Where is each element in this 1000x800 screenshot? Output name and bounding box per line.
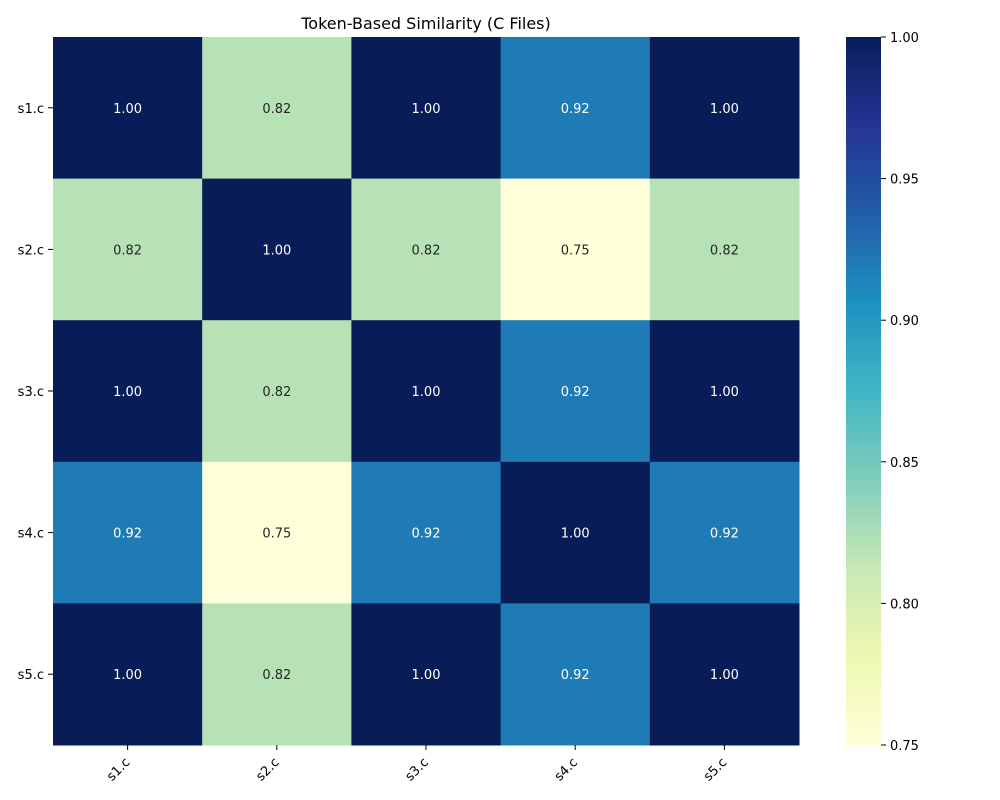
y-axis-ticks: s1.c s2.c s3.c s4.c s5.c bbox=[18, 102, 53, 683]
cell-value-label: 0.92 bbox=[113, 527, 142, 542]
cell-value-label: 0.82 bbox=[262, 385, 291, 400]
heatmap-cell bbox=[649, 178, 800, 321]
heatmap-cell bbox=[53, 178, 203, 321]
cell-value-label: 0.92 bbox=[710, 527, 739, 542]
chart-title: Token-Based Similarity (C Files) bbox=[300, 14, 551, 33]
x-tick-label: s4.c bbox=[552, 755, 581, 784]
heatmap-cell bbox=[351, 603, 502, 746]
cell-value-label: 1.00 bbox=[561, 527, 590, 542]
heatmap-cell bbox=[53, 37, 203, 180]
y-tick-label: s5.c bbox=[18, 668, 44, 683]
cell-value-label: 0.82 bbox=[710, 243, 739, 258]
cell-value-label: 0.92 bbox=[561, 668, 590, 683]
cell-value-label: 0.82 bbox=[262, 668, 291, 683]
x-tick-label: s1.c bbox=[104, 755, 133, 784]
cell-value-label: 1.00 bbox=[412, 385, 441, 400]
cell-value-label: 1.00 bbox=[412, 668, 441, 683]
colorbar-tick-label: 0.95 bbox=[890, 173, 919, 188]
heatmap-cell bbox=[649, 320, 800, 463]
heatmap-cell bbox=[53, 320, 203, 463]
heatmap-cell bbox=[500, 320, 651, 463]
cell-value-label: 0.82 bbox=[262, 102, 291, 117]
y-tick-label: s2.c bbox=[18, 243, 44, 258]
x-tick-label: s5.c bbox=[701, 755, 730, 784]
colorbar-gradient bbox=[846, 37, 881, 745]
heatmap-cell bbox=[649, 603, 800, 746]
cell-value-label: 0.92 bbox=[561, 385, 590, 400]
cell-value-label: 1.00 bbox=[710, 668, 739, 683]
y-tick-label: s4.c bbox=[18, 527, 44, 542]
colorbar-tick-label: 0.80 bbox=[890, 597, 919, 612]
cell-value-label: 1.00 bbox=[710, 102, 739, 117]
cell-value-label: 1.00 bbox=[113, 385, 142, 400]
heatmap-cell bbox=[202, 461, 352, 604]
heatmap-cell bbox=[649, 461, 800, 604]
cell-value-label: 0.92 bbox=[412, 527, 441, 542]
heatmap-cell bbox=[53, 603, 203, 746]
heatmap-cell bbox=[649, 37, 800, 180]
colorbar: 0.75 0.80 0.85 0.90 0.95 1.00 bbox=[846, 31, 919, 754]
cell-value-label: 0.75 bbox=[262, 527, 291, 542]
heatmap-cell bbox=[500, 603, 651, 746]
cell-value-label: 0.75 bbox=[561, 243, 590, 258]
heatmap-cell bbox=[53, 461, 203, 604]
cell-value-label: 1.00 bbox=[113, 102, 142, 117]
heatmap-cell bbox=[202, 603, 352, 746]
y-tick-label: s1.c bbox=[18, 102, 44, 117]
heatmap-cell bbox=[500, 178, 651, 321]
heatmap-cell bbox=[202, 320, 352, 463]
heatmap-cell bbox=[351, 461, 502, 604]
heatmap-cell bbox=[500, 37, 651, 180]
colorbar-tick-label: 0.85 bbox=[890, 456, 919, 471]
cell-value-label: 0.92 bbox=[561, 102, 590, 117]
cell-value-label: 0.82 bbox=[113, 243, 142, 258]
heatmap-cell bbox=[351, 178, 502, 321]
cell-value-label: 1.00 bbox=[262, 243, 291, 258]
y-tick-label: s3.c bbox=[18, 385, 44, 400]
heatmap-cell bbox=[351, 37, 502, 180]
heatmap-cell bbox=[202, 178, 352, 321]
x-tick-label: s2.c bbox=[253, 755, 282, 784]
cell-value-label: 1.00 bbox=[710, 385, 739, 400]
heatmap-cell bbox=[351, 320, 502, 463]
cell-value-label: 1.00 bbox=[113, 668, 142, 683]
x-axis-ticks: s1.c s2.c s3.c s4.c s5.c bbox=[104, 745, 730, 784]
colorbar-tick-label: 0.90 bbox=[890, 314, 919, 329]
heatmap-cell bbox=[500, 461, 651, 604]
heatmap-cell bbox=[202, 37, 352, 180]
cell-value-label: 0.82 bbox=[412, 243, 441, 258]
x-tick-label: s3.c bbox=[403, 755, 432, 784]
cell-value-label: 1.00 bbox=[412, 102, 441, 117]
heatmap-cells: 1.00 0.82 1.00 0.92 1.00 0.82 1.00 0.82 0.75 0.82… bbox=[53, 37, 800, 746]
colorbar-tick-label: 0.75 bbox=[890, 739, 919, 754]
colorbar-tick-label: 1.00 bbox=[890, 31, 919, 46]
